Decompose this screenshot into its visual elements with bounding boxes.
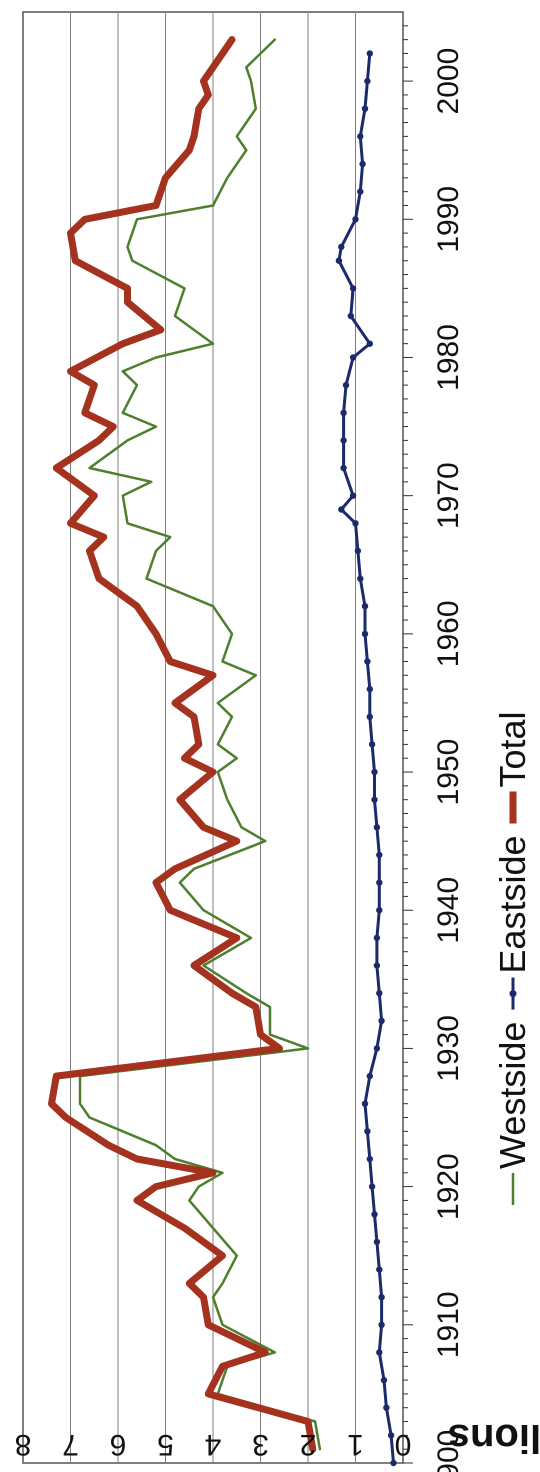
y-tick-label: 3 <box>252 1428 269 1461</box>
series-westside <box>78 38 322 1451</box>
data-point <box>366 685 373 693</box>
data-point <box>361 630 369 638</box>
series-eastside <box>335 50 397 1467</box>
data-point <box>335 257 343 264</box>
data-point <box>347 312 354 320</box>
y-tick-label: 7 <box>62 1428 79 1461</box>
data-point <box>366 50 373 57</box>
data-point <box>354 547 362 555</box>
data-point <box>371 768 378 776</box>
data-point <box>387 1432 395 1439</box>
legend-item-total: Total <box>492 711 533 824</box>
x-tick-label: 1920 <box>432 1153 465 1220</box>
data-point <box>349 354 357 361</box>
legend: Westside Eastside Total <box>492 711 533 1205</box>
legend-label: Westside <box>492 1022 533 1169</box>
data-point <box>366 713 373 720</box>
y-tick-label: 6 <box>110 1428 127 1461</box>
x-axis-ticks: 1900 1910 1920 1930 1940 1950 1960 1970 1980 1990… <box>432 48 465 1472</box>
x-tick-label: 1960 <box>432 600 465 667</box>
series-total <box>48 36 317 1453</box>
data-point <box>366 1155 373 1163</box>
data-point <box>338 243 345 251</box>
data-point <box>376 990 383 997</box>
data-point <box>364 1128 371 1135</box>
data-point <box>349 492 357 499</box>
data-point <box>340 437 347 444</box>
data-point <box>357 188 364 195</box>
data-point <box>342 381 350 389</box>
series-line-eastside <box>337 52 395 1465</box>
data-point <box>378 1321 385 1329</box>
y-tick-label: 5 <box>157 1428 174 1461</box>
data-point <box>366 1072 373 1080</box>
y-tick-label: 1 <box>347 1428 364 1461</box>
x-tick-label: 1910 <box>432 1291 465 1358</box>
data-point <box>376 1266 383 1273</box>
data-point <box>361 105 369 112</box>
data-point <box>380 1376 388 1384</box>
data-point <box>371 796 378 803</box>
data-point <box>378 1294 385 1301</box>
data-point <box>361 1100 369 1107</box>
legend-label: Total <box>492 711 533 787</box>
data-point <box>364 658 371 665</box>
data-point <box>338 506 345 513</box>
y-tick-label: 2 <box>300 1428 317 1461</box>
data-point <box>390 1459 397 1467</box>
data-point <box>373 1238 381 1246</box>
data-point <box>357 133 364 140</box>
data-point <box>361 603 369 610</box>
data-point <box>368 1183 376 1190</box>
x-tick-label: 1900 <box>432 1430 465 1472</box>
data-point <box>357 575 364 582</box>
data-point <box>373 824 381 831</box>
x-tick-label: 1930 <box>432 1015 465 1082</box>
x-tick-label: 1970 <box>432 462 465 529</box>
x-tick-label: 1990 <box>432 186 465 253</box>
y-tick-label: 4 <box>205 1428 222 1461</box>
x-tick-label: 1980 <box>432 324 465 391</box>
data-point <box>376 851 383 859</box>
x-tick-label: 2000 <box>432 48 465 115</box>
data-point <box>371 1211 378 1218</box>
data-point <box>366 340 373 347</box>
data-point <box>340 409 347 416</box>
legend-item-westside: Westside <box>492 1022 533 1205</box>
data-point <box>373 1045 381 1052</box>
data-point <box>373 934 381 942</box>
data-point <box>340 464 347 472</box>
data-point <box>352 520 359 527</box>
y-tick-label: 8 <box>15 1428 32 1461</box>
x-tick-label: 1950 <box>432 739 465 806</box>
data-point <box>376 879 383 886</box>
y-axis-label: Billions <box>448 1416 540 1460</box>
legend-item-eastside: Eastside <box>492 836 533 1010</box>
legend-marker <box>509 990 517 998</box>
y-tick-label: 0 <box>395 1428 412 1461</box>
data-point <box>376 1349 383 1356</box>
series-line-westside <box>78 38 322 1451</box>
data-point <box>352 216 359 223</box>
legend-row: Westside Eastside Total <box>492 711 533 1205</box>
data-point <box>368 741 376 748</box>
data-point <box>359 160 366 168</box>
data-point <box>383 1404 390 1411</box>
data-point <box>376 907 383 914</box>
data-point <box>378 1017 385 1024</box>
series-line-total <box>48 36 317 1453</box>
data-point <box>349 285 357 292</box>
data-point <box>373 962 381 969</box>
plot-area <box>22 11 413 1467</box>
x-tick-label: 1940 <box>432 877 465 944</box>
data-point <box>364 77 371 85</box>
legend-label: Eastside <box>492 836 533 974</box>
